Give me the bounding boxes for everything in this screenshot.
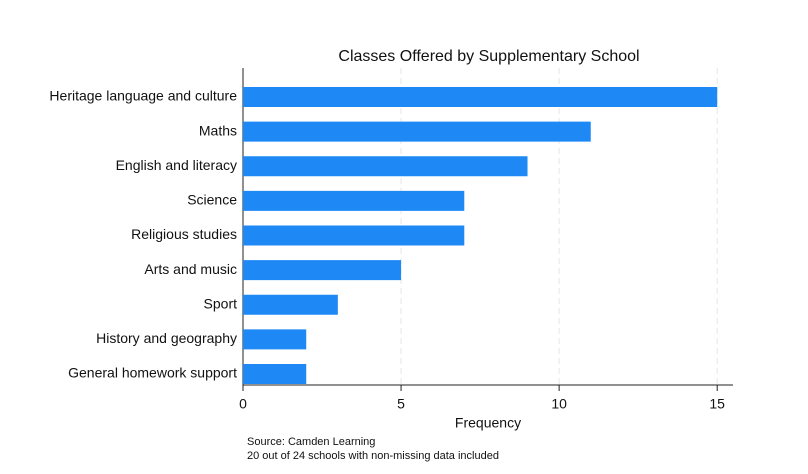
bar (243, 260, 402, 281)
y-tick-label: English and literacy (116, 157, 237, 173)
chart-title: Classes Offered by Supplementary School (338, 48, 639, 65)
y-tick-label: Sport (204, 295, 238, 311)
bar (243, 329, 307, 350)
source-note: Source: Camden Learning (247, 436, 375, 448)
x-tick-label: 15 (709, 396, 725, 412)
y-tick-label: Heritage language and culture (49, 88, 237, 104)
bar (243, 294, 338, 315)
x-axis-label: Frequency (455, 415, 521, 431)
bar (243, 156, 528, 177)
bar (243, 364, 307, 384)
y-tick-label: General homework support (68, 365, 237, 381)
bar (243, 121, 591, 142)
y-tick-label: History and geography (96, 330, 237, 346)
bar (243, 225, 465, 246)
x-tick-label: 0 (239, 396, 247, 412)
x-tick-label: 5 (397, 396, 405, 412)
bar (243, 87, 718, 107)
sample-note: 20 out of 24 schools with non-missing da… (247, 450, 499, 462)
y-tick-label: Maths (199, 122, 237, 138)
y-tick-label: Science (187, 192, 237, 208)
y-tick-label: Religious studies (131, 226, 237, 242)
x-tick-label: 10 (551, 396, 567, 412)
bar (243, 190, 465, 211)
y-tick-label: Arts and music (144, 261, 237, 277)
